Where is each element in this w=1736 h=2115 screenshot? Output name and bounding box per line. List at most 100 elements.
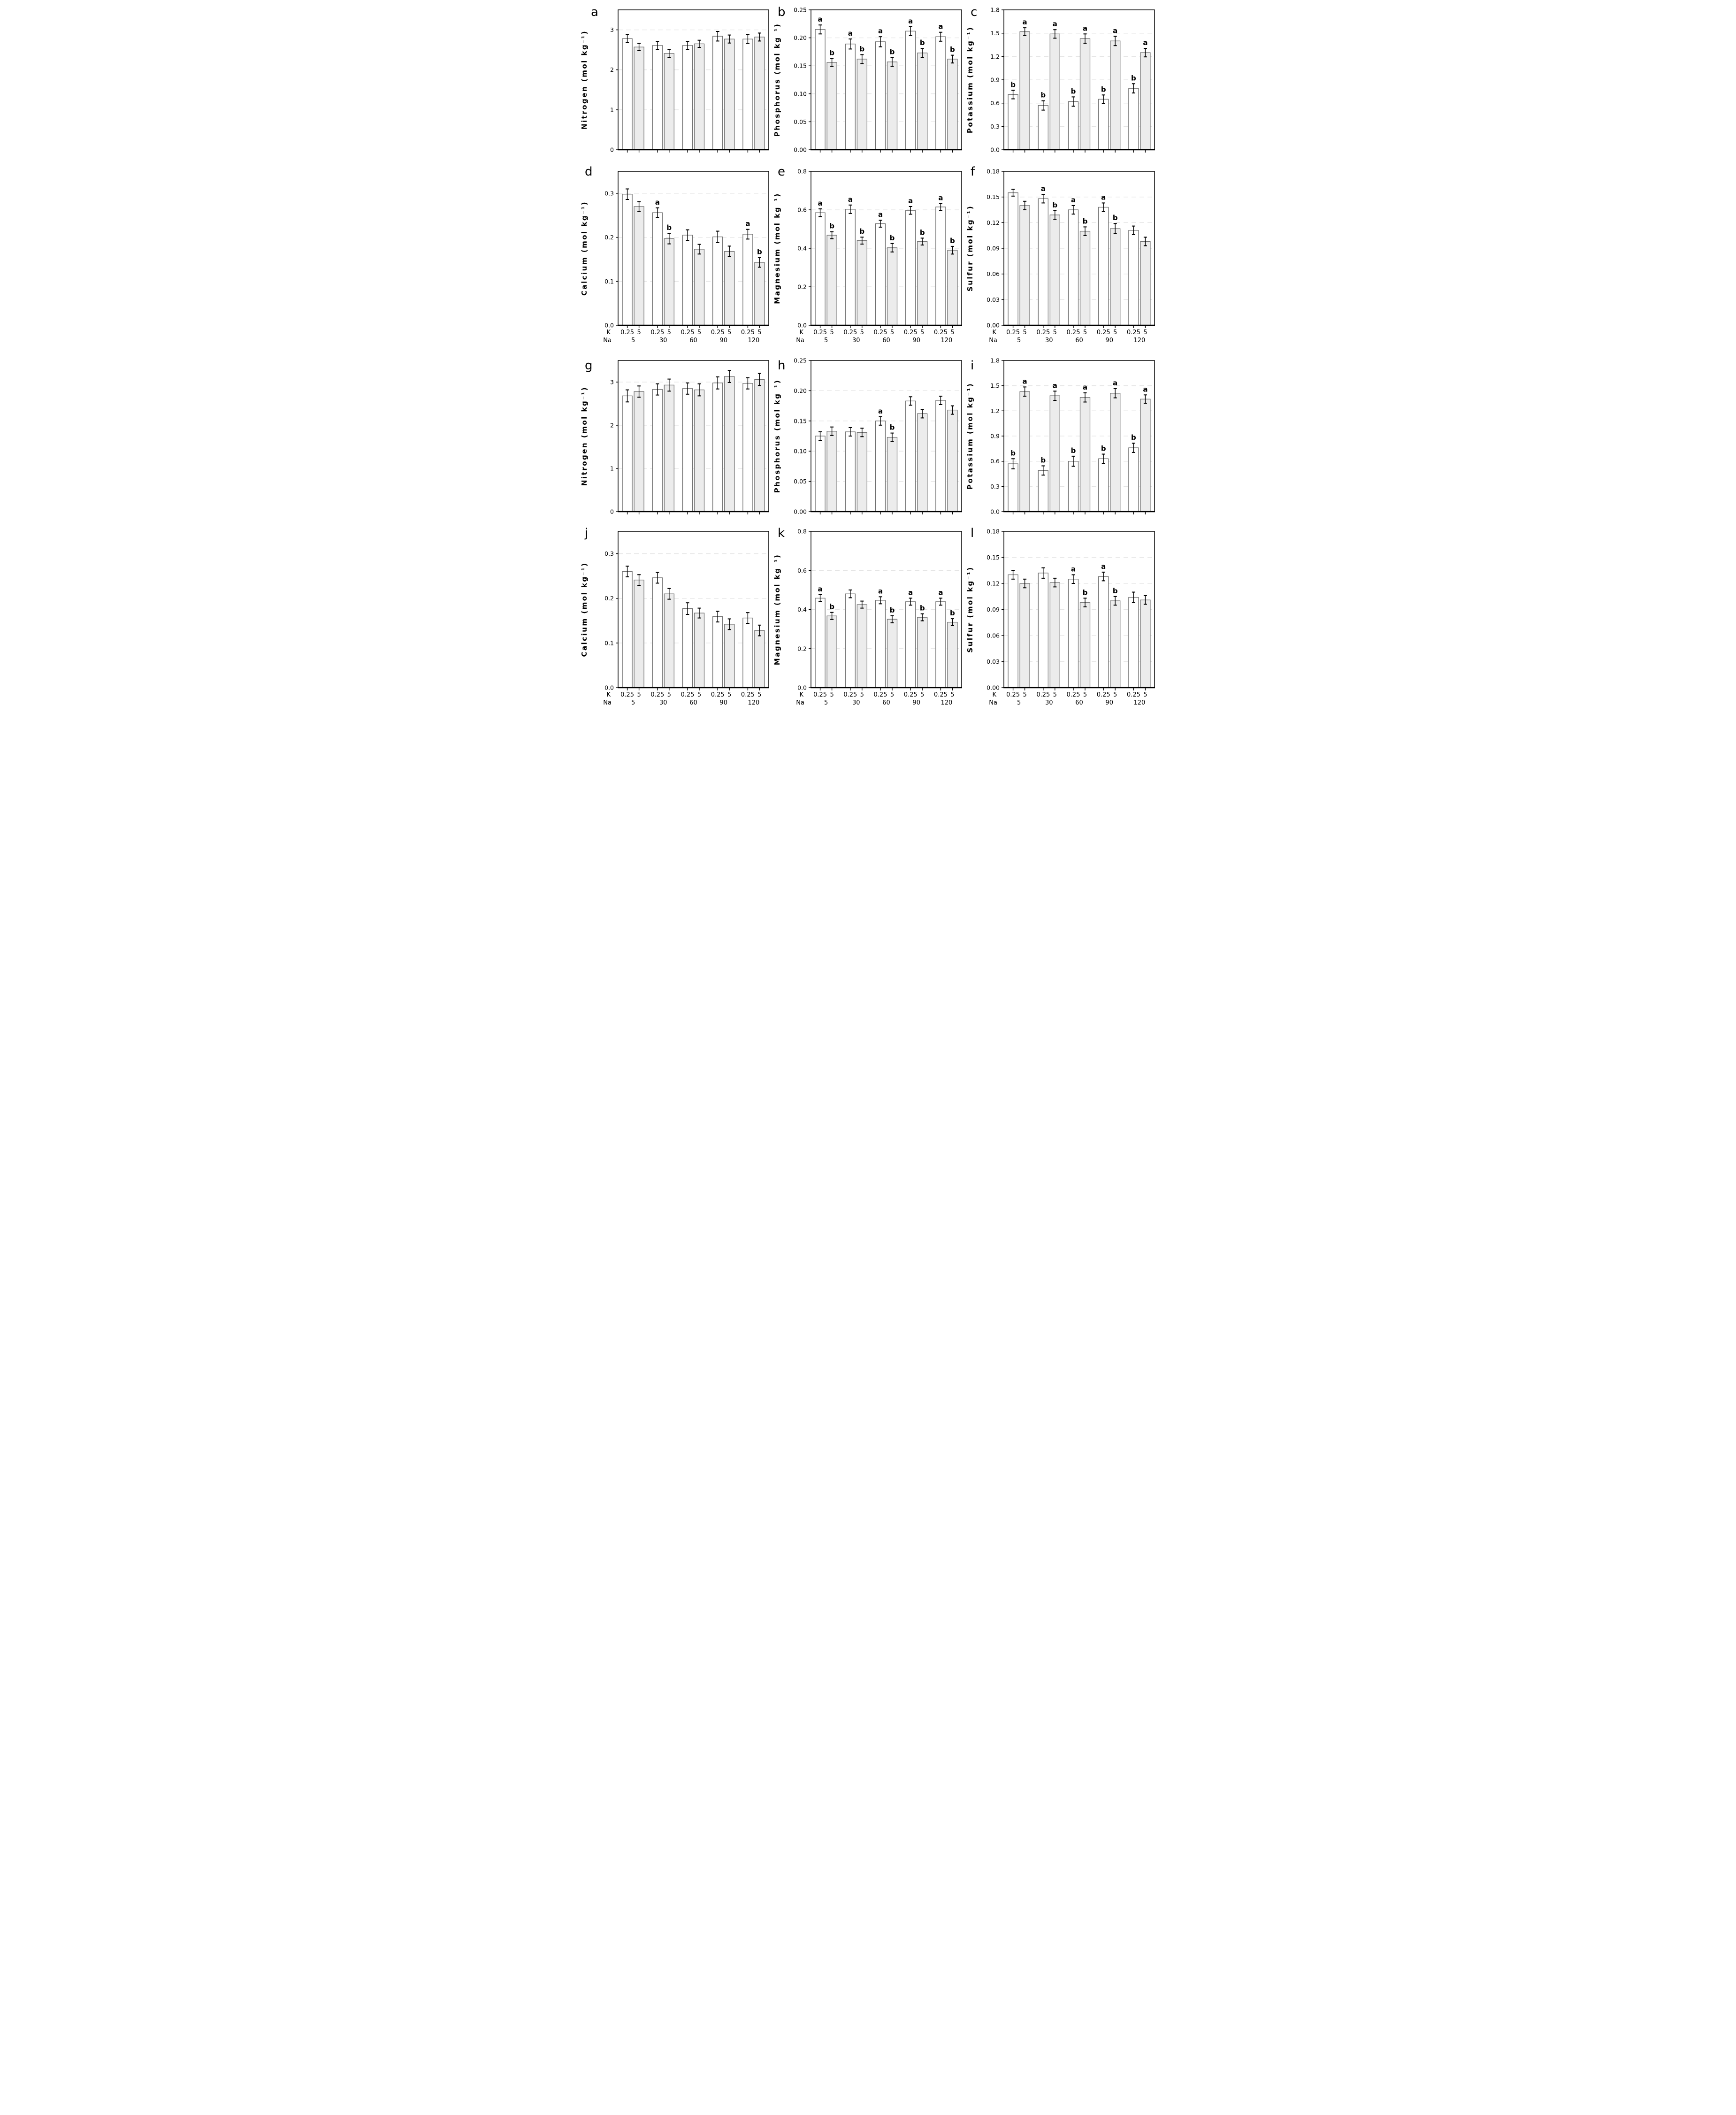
sig-letter: a <box>1053 381 1057 390</box>
k-tick-label: 0.25 <box>874 329 887 336</box>
error-bar <box>1113 36 1117 46</box>
error-bar <box>920 613 924 621</box>
error-bar <box>1011 90 1015 100</box>
bar-K5-na90 <box>1110 228 1121 326</box>
error-bar <box>909 396 912 406</box>
bar-K5-na90 <box>1110 600 1121 688</box>
k-tick-label: 0.25 <box>1036 691 1050 698</box>
sig-letter: b <box>1131 433 1136 442</box>
bar-K5-na90 <box>917 241 928 326</box>
bar-K0.25-na5 <box>815 598 826 688</box>
y-tick-label: 0.00 <box>987 684 1000 691</box>
error-bar <box>626 34 629 43</box>
bar-K5-na30 <box>664 384 674 512</box>
k-tick-label: 5 <box>1143 691 1147 698</box>
sig-letter: a <box>848 195 853 204</box>
bar-K0.25-na5 <box>1008 574 1018 688</box>
error-bar <box>727 245 731 257</box>
chart-f: aa abb b0.000.030.060.090.120.150.18KNa0.2… <box>966 165 1155 344</box>
sig-letter: a <box>1041 184 1046 193</box>
bar-K0.25-na30 <box>1038 573 1048 688</box>
k-tick-label: 0.25 <box>650 329 664 336</box>
sig-letter: b <box>1101 85 1106 93</box>
sig-letter: b <box>950 237 955 245</box>
sig-letter: a <box>1071 565 1076 574</box>
error-bar <box>1023 578 1027 589</box>
bar-K5-na60 <box>887 619 898 688</box>
sig-letter: a <box>1143 38 1147 47</box>
sig-letter: a <box>938 194 943 202</box>
na-tick-label: 30 <box>659 337 667 343</box>
bar-K0.25-na120 <box>935 207 946 326</box>
error-bar <box>1071 455 1075 467</box>
error-bar <box>686 229 689 241</box>
sig-letter: b <box>1010 449 1016 457</box>
bar-K5-na90 <box>917 617 928 688</box>
bar-K0.25-na120 <box>1128 88 1139 150</box>
k-tick-label: 5 <box>890 329 894 336</box>
na-tick-label: 120 <box>748 337 759 343</box>
bar-K5-na60 <box>1079 397 1091 512</box>
y-tick-label: 0.09 <box>987 606 1000 613</box>
bar-K5-na90 <box>724 251 735 326</box>
error-bar <box>697 607 701 619</box>
error-bar <box>1132 83 1135 94</box>
bar-K5-na60 <box>887 437 898 512</box>
sig-letter: a <box>878 587 883 595</box>
k-tick-label: 5 <box>950 329 954 336</box>
k-tick-label: 5 <box>950 691 954 698</box>
bar-K5-na30 <box>664 238 674 326</box>
k-tick-label: 5 <box>1053 691 1057 698</box>
figure-row-1: 0 1 2 3 Nitrogen (mol kg⁻¹) a a a a a a b b b b b 0.00 0.… <box>579 0 1157 160</box>
panel-c: b b b b b a a a a a 0.0 0.3 0.6 0.9 1.2 1.5 1.8 Potassium… <box>964 0 1157 160</box>
na-tick-label: 60 <box>882 337 890 343</box>
bar-K5-na30 <box>1049 395 1060 512</box>
na-tick-label: 120 <box>941 699 952 705</box>
k-tick-label: 5 <box>637 691 641 698</box>
sig-letter: a <box>818 585 823 593</box>
sig-letter: a <box>938 23 943 31</box>
bar-K0.25-na5 <box>815 436 826 512</box>
k-tick-label: 5 <box>890 691 894 698</box>
error-bar <box>950 54 954 64</box>
k-tick-label: 0.25 <box>650 691 664 698</box>
error-bar <box>746 612 749 624</box>
panel-letter: g <box>585 359 593 373</box>
bar-K0.25-na90 <box>712 36 723 150</box>
bar-K0.25-na5 <box>1008 463 1018 512</box>
error-bar <box>746 377 749 390</box>
y-tick-label: 0.25 <box>794 357 807 364</box>
error-bar <box>879 596 882 605</box>
bar-K0.25-na30 <box>652 45 663 150</box>
bar-K5-na30 <box>664 53 674 150</box>
na-axis-caption: Na <box>989 337 997 343</box>
error-bar <box>667 49 671 58</box>
y-axis-label: Calcium (mol kg⁻¹) <box>580 562 589 657</box>
error-bar <box>860 428 864 437</box>
sig-letter: a <box>848 29 853 38</box>
y-tick-label: 0.03 <box>987 296 1000 303</box>
k-tick-label: 5 <box>1053 329 1057 336</box>
sig-letter: a <box>878 407 883 415</box>
y-tick-label: 3 <box>610 379 614 386</box>
na-tick-label: 5 <box>824 337 828 343</box>
k-tick-label: 5 <box>1083 691 1087 698</box>
sig-letter: b <box>920 604 925 613</box>
bar-K0.25-na60 <box>875 421 886 512</box>
bar-K5-na60 <box>887 247 898 326</box>
error-bar <box>1132 443 1135 453</box>
k-tick-label: 5 <box>1143 329 1147 336</box>
error-bar <box>757 32 761 42</box>
bar-K0.25-na90 <box>1098 207 1109 326</box>
k-tick-label: 0.25 <box>620 329 634 336</box>
bar-K0.25-na30 <box>1038 105 1048 150</box>
bar-K0.25-na90 <box>905 400 916 512</box>
y-tick-label: 0.6 <box>990 100 1000 107</box>
error-bar <box>1023 386 1027 397</box>
y-tick-label: 0.4 <box>797 245 807 252</box>
error-bar <box>849 204 852 214</box>
y-axis-label: Calcium (mol kg⁻¹) <box>580 201 589 296</box>
k-tick-label: 0.25 <box>1067 691 1080 698</box>
